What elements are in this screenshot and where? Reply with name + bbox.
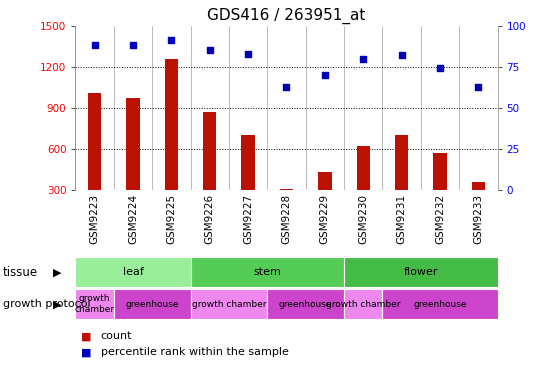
- Bar: [88, 93, 101, 190]
- Point: [129, 42, 138, 48]
- Point: [359, 56, 368, 61]
- Text: GSM9228: GSM9228: [282, 194, 291, 244]
- Text: growth chamber: growth chamber: [326, 300, 400, 309]
- Bar: [472, 182, 485, 190]
- Text: greenhouse: greenhouse: [125, 300, 179, 309]
- Point: [320, 72, 329, 78]
- Text: GSM9227: GSM9227: [243, 194, 253, 244]
- Text: percentile rank within the sample: percentile rank within the sample: [101, 347, 288, 357]
- Text: greenhouse: greenhouse: [413, 300, 467, 309]
- Text: growth protocol: growth protocol: [3, 299, 91, 309]
- Text: GSM9225: GSM9225: [167, 194, 177, 244]
- Bar: [75, 257, 191, 287]
- Bar: [75, 289, 114, 319]
- Text: ■: ■: [81, 347, 92, 357]
- Point: [90, 42, 99, 48]
- Text: growth chamber: growth chamber: [192, 300, 266, 309]
- Bar: [126, 98, 140, 190]
- Bar: [165, 59, 178, 190]
- Bar: [267, 289, 344, 319]
- Text: flower: flower: [404, 267, 438, 277]
- Text: GSM9223: GSM9223: [89, 194, 100, 244]
- Text: stem: stem: [253, 267, 281, 277]
- Text: greenhouse: greenhouse: [279, 300, 333, 309]
- Text: growth
chamber: growth chamber: [74, 294, 115, 314]
- Text: GSM9226: GSM9226: [205, 194, 215, 244]
- Text: ▶: ▶: [53, 267, 61, 277]
- Text: tissue: tissue: [3, 266, 38, 279]
- Point: [397, 52, 406, 58]
- Text: ▶: ▶: [53, 299, 61, 309]
- Text: GSM9232: GSM9232: [435, 194, 445, 244]
- Bar: [191, 257, 344, 287]
- Point: [244, 51, 253, 57]
- Bar: [344, 257, 498, 287]
- Text: GSM9233: GSM9233: [473, 194, 484, 244]
- Point: [167, 37, 176, 43]
- Bar: [241, 135, 255, 190]
- Bar: [395, 135, 408, 190]
- Text: GSM9230: GSM9230: [358, 194, 368, 244]
- Bar: [203, 112, 216, 190]
- Point: [282, 83, 291, 89]
- Bar: [114, 289, 191, 319]
- Point: [205, 47, 214, 53]
- Bar: [357, 146, 370, 190]
- Bar: [433, 153, 447, 190]
- Title: GDS416 / 263951_at: GDS416 / 263951_at: [207, 8, 366, 24]
- Bar: [318, 172, 331, 190]
- Bar: [191, 289, 267, 319]
- Bar: [280, 189, 293, 190]
- Bar: [344, 289, 382, 319]
- Bar: [382, 289, 498, 319]
- Text: GSM9224: GSM9224: [128, 194, 138, 244]
- Text: count: count: [101, 331, 132, 341]
- Text: GSM9229: GSM9229: [320, 194, 330, 244]
- Text: ■: ■: [81, 331, 92, 341]
- Point: [435, 66, 444, 71]
- Text: GSM9231: GSM9231: [396, 194, 406, 244]
- Text: leaf: leaf: [122, 267, 144, 277]
- Point: [474, 83, 483, 89]
